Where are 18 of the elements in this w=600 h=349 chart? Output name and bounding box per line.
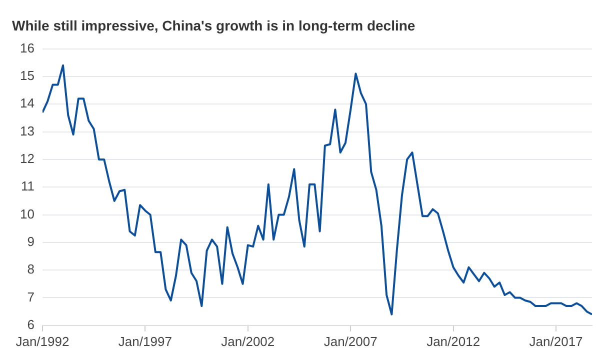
y-tick-label: 13: [20, 123, 34, 138]
x-tick-label: Jan/1997: [118, 334, 172, 349]
chart-title: While still impressive, China's growth is in long-term decline: [12, 17, 416, 34]
y-tick-label: 10: [20, 206, 34, 222]
y-tick-label: 12: [20, 151, 34, 166]
y-tick-label: 16: [20, 40, 34, 56]
x-tick-label: Jan/2002: [221, 334, 275, 349]
y-tick-label: 6: [27, 316, 34, 332]
y-tick-label: 14: [20, 96, 34, 111]
y-tick-label: 9: [27, 234, 34, 249]
y-tick-label: 7: [27, 289, 34, 304]
y-tick-label: 11: [20, 178, 34, 194]
x-tick-label: Jan/2007: [324, 334, 378, 349]
x-tick-label: Jan/1992: [16, 334, 70, 349]
x-tick-label: Jan/2012: [426, 334, 480, 349]
x-tick-label: Jan/2017: [529, 334, 583, 349]
y-tick-label: 8: [27, 262, 34, 277]
y-tick-label: 15: [20, 68, 34, 84]
